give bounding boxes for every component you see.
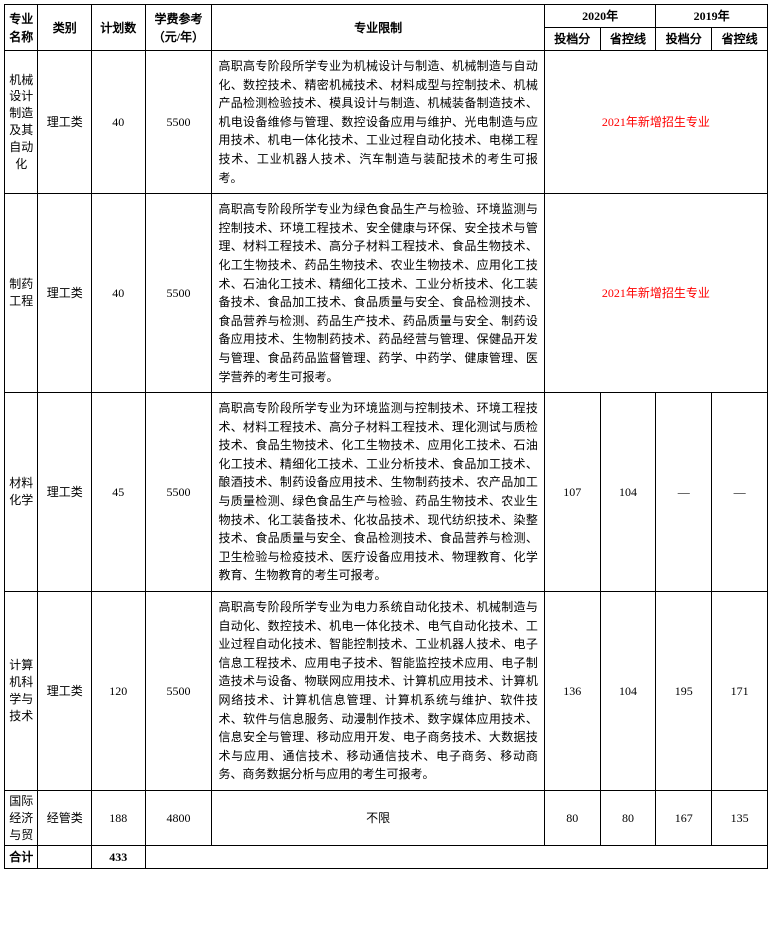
table-row: 机械设计制造及其自动化理工类405500高职高专阶段所学专业为机械设计与制造、机… [5,51,768,194]
table-row: 材料化学理工类455500高职高专阶段所学专业为环境监测与控制技术、环境工程技术… [5,393,768,592]
cell-fee: 5500 [145,194,212,393]
table-row-total: 合计 433 [5,846,768,869]
cell-2019-line: 135 [712,790,768,845]
cell-limit: 高职高专阶段所学专业为绿色食品生产与检验、环境监测与控制技术、环境工程技术、安全… [212,194,544,393]
cell-plan: 40 [91,194,145,393]
header-2020: 2020年 [544,5,656,28]
cell-category: 理工类 [38,592,92,791]
cell-total-rest [145,846,767,869]
cell-2020-line: 104 [600,592,656,791]
header-2019: 2019年 [656,5,768,28]
header-2020-line: 省控线 [600,28,656,51]
cell-2019-score: 195 [656,592,712,791]
cell-fee: 5500 [145,592,212,791]
cell-new-major-note: 2021年新增招生专业 [544,51,767,194]
cell-limit: 高职高专阶段所学专业为电力系统自动化技术、机械制造与自动化、数控技术、机电一体化… [212,592,544,791]
cell-plan: 45 [91,393,145,592]
cell-fee: 5500 [145,51,212,194]
cell-major: 制药工程 [5,194,38,393]
cell-new-major-note: 2021年新增招生专业 [544,194,767,393]
cell-2020-score: 136 [544,592,600,791]
cell-plan: 120 [91,592,145,791]
cell-category: 理工类 [38,393,92,592]
cell-limit: 不限 [212,790,544,845]
cell-2020-score: 107 [544,393,600,592]
cell-major: 计算机科学与技术 [5,592,38,791]
header-2020-score: 投档分 [544,28,600,51]
cell-fee: 4800 [145,790,212,845]
cell-total-cat [38,846,92,869]
header-2019-score: 投档分 [656,28,712,51]
cell-2019-line: — [712,393,768,592]
cell-2019-score: 167 [656,790,712,845]
cell-2020-score: 80 [544,790,600,845]
cell-limit: 高职高专阶段所学专业为环境监测与控制技术、环境工程技术、材料工程技术、高分子材料… [212,393,544,592]
header-plan: 计划数 [91,5,145,51]
header-major: 专业名称 [5,5,38,51]
header-2019-line: 省控线 [712,28,768,51]
cell-total-label: 合计 [5,846,38,869]
cell-2020-line: 104 [600,393,656,592]
cell-2019-score: — [656,393,712,592]
cell-total-plan: 433 [91,846,145,869]
table-row: 国际经济与贸经管类1884800不限8080167135 [5,790,768,845]
table-row: 计算机科学与技术理工类1205500高职高专阶段所学专业为电力系统自动化技术、机… [5,592,768,791]
cell-plan: 188 [91,790,145,845]
cell-major: 材料化学 [5,393,38,592]
cell-category: 理工类 [38,51,92,194]
table-row: 制药工程理工类405500高职高专阶段所学专业为绿色食品生产与检验、环境监测与控… [5,194,768,393]
cell-major: 国际经济与贸 [5,790,38,845]
cell-plan: 40 [91,51,145,194]
cell-2019-line: 171 [712,592,768,791]
cell-limit: 高职高专阶段所学专业为机械设计与制造、机械制造与自动化、数控技术、精密机械技术、… [212,51,544,194]
header-limit: 专业限制 [212,5,544,51]
header-category: 类别 [38,5,92,51]
cell-fee: 5500 [145,393,212,592]
cell-2020-line: 80 [600,790,656,845]
admission-table: 专业名称 类别 计划数 学费参考（元/年） 专业限制 2020年 2019年 投… [4,4,768,869]
cell-category: 理工类 [38,194,92,393]
cell-category: 经管类 [38,790,92,845]
header-fee: 学费参考（元/年） [145,5,212,51]
cell-major: 机械设计制造及其自动化 [5,51,38,194]
